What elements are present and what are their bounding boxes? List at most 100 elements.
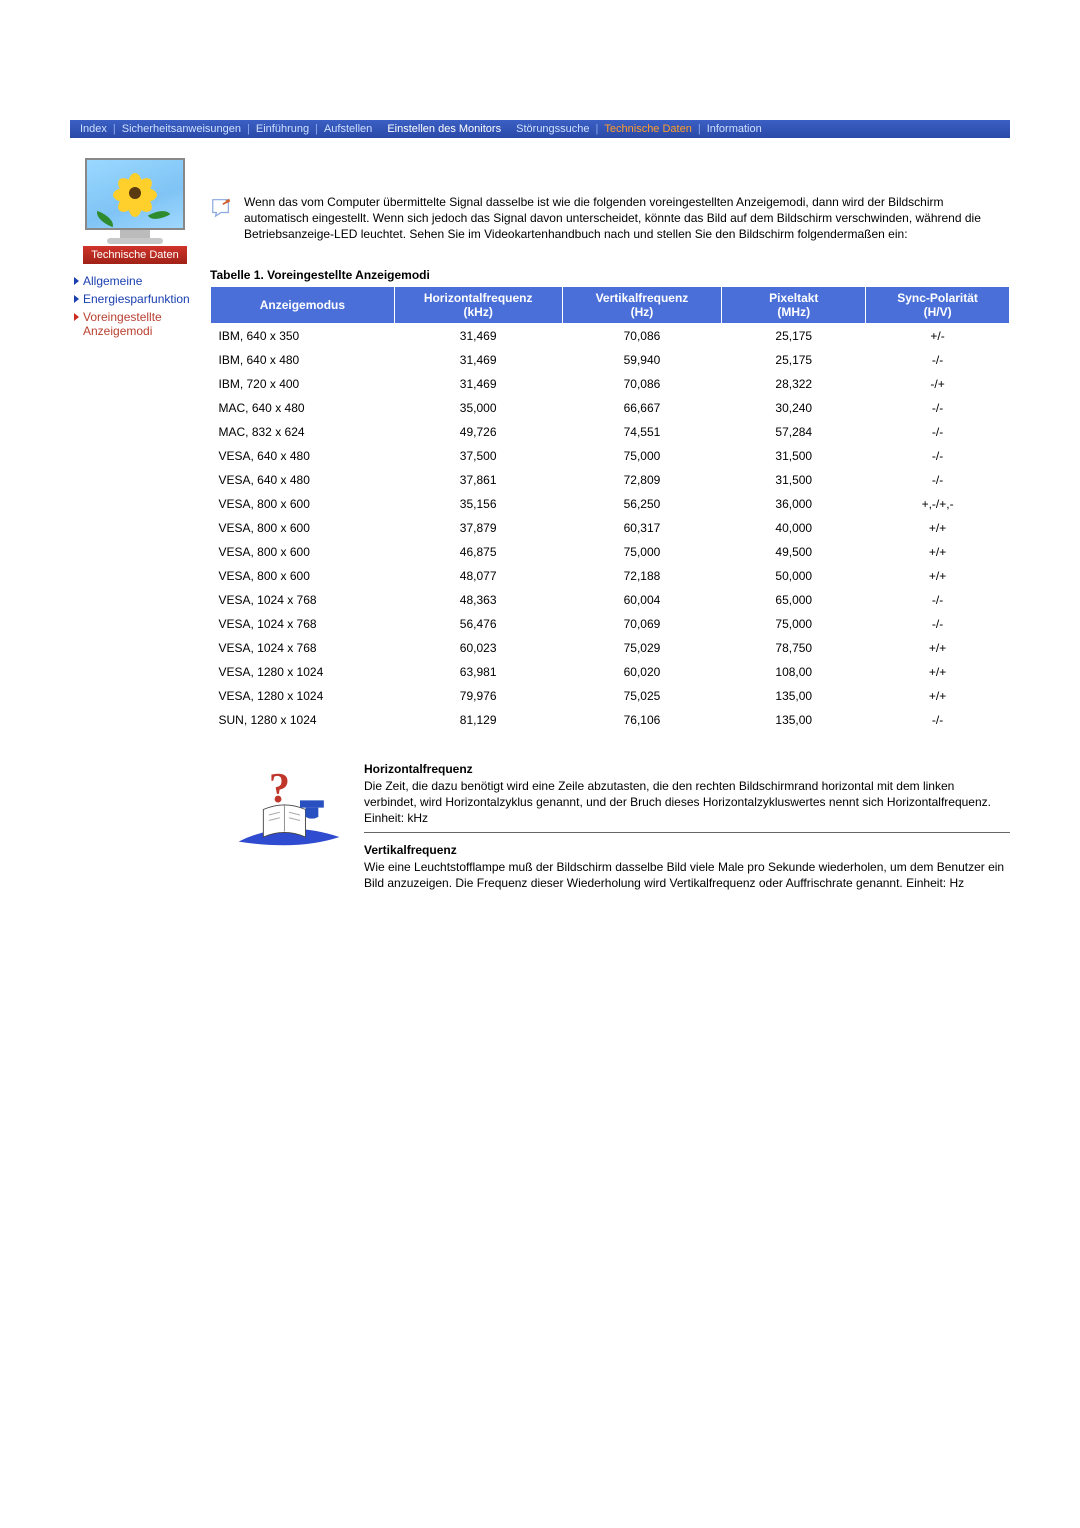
nav-intro[interactable]: Einführung bbox=[256, 123, 309, 135]
nav-trouble[interactable]: Störungssuche bbox=[516, 123, 589, 135]
note-icon bbox=[210, 196, 232, 218]
main-column: Wenn das vom Computer übermittelte Signa… bbox=[200, 138, 1010, 951]
sidebar: Technische Daten Allgemeine Energiesparf… bbox=[70, 138, 200, 951]
nav-setup[interactable]: Aufstellen bbox=[324, 123, 372, 135]
monitor-screen bbox=[85, 158, 185, 230]
nav-sep: | bbox=[247, 123, 250, 135]
table-row: VESA, 640 x 48037,86172,80931,500-/- bbox=[211, 468, 1010, 492]
footnote-v-title: Vertikalfrequenz bbox=[364, 843, 1010, 857]
table-cell: 48,363 bbox=[394, 588, 562, 612]
nav-sep: | bbox=[698, 123, 701, 135]
table-cell: +/+ bbox=[866, 564, 1010, 588]
table-cell: -/- bbox=[866, 420, 1010, 444]
table-cell: VESA, 1024 x 768 bbox=[211, 612, 395, 636]
footnote-h-body: Die Zeit, die dazu benötigt wird eine Ze… bbox=[364, 778, 1010, 826]
table-row: VESA, 800 x 60035,15656,25036,000+,-/+,- bbox=[211, 492, 1010, 516]
table-row: IBM, 640 x 48031,46959,94025,175-/- bbox=[211, 348, 1010, 372]
table-cell: 25,175 bbox=[722, 324, 866, 349]
table-row: IBM, 640 x 35031,46970,08625,175+/- bbox=[211, 324, 1010, 349]
table-row: VESA, 800 x 60046,87575,00049,500+/+ bbox=[211, 540, 1010, 564]
help-book-icon: ? bbox=[234, 762, 344, 857]
table-cell: 31,500 bbox=[722, 444, 866, 468]
table-cell: IBM, 640 x 350 bbox=[211, 324, 395, 349]
sidebar-links: Allgemeine Energiesparfunktion Voreinges… bbox=[70, 274, 200, 338]
table-cell: -/+ bbox=[866, 372, 1010, 396]
table-cell: 25,175 bbox=[722, 348, 866, 372]
sidebar-link-label: Energiesparfunktion bbox=[83, 292, 190, 306]
table-cell: 49,726 bbox=[394, 420, 562, 444]
table-cell: 79,976 bbox=[394, 684, 562, 708]
th-vfreq: Vertikalfrequenz(Hz) bbox=[562, 287, 722, 324]
sidebar-link-general[interactable]: Allgemeine bbox=[74, 274, 200, 288]
table-cell: VESA, 800 x 600 bbox=[211, 516, 395, 540]
monitor-illustration bbox=[85, 158, 185, 244]
table-cell: IBM, 640 x 480 bbox=[211, 348, 395, 372]
table-cell: VESA, 1024 x 768 bbox=[211, 636, 395, 660]
table-cell: 46,875 bbox=[394, 540, 562, 564]
table-cell: VESA, 800 x 600 bbox=[211, 564, 395, 588]
table-cell: -/- bbox=[866, 348, 1010, 372]
table-cell: +/- bbox=[866, 324, 1010, 349]
table-cell: IBM, 720 x 400 bbox=[211, 372, 395, 396]
table-cell: VESA, 800 x 600 bbox=[211, 540, 395, 564]
footnote-body: Horizontalfrequenz Die Zeit, die dazu be… bbox=[364, 762, 1010, 891]
footnotes: ? Horizontalfrequenz Die Zeit, die dazu … bbox=[234, 762, 1010, 891]
table-cell: 31,469 bbox=[394, 324, 562, 349]
table-cell: -/- bbox=[866, 612, 1010, 636]
table-cell: 70,086 bbox=[562, 324, 722, 349]
table-row: VESA, 1280 x 102479,97675,025135,00+/+ bbox=[211, 684, 1010, 708]
table-cell: 56,250 bbox=[562, 492, 722, 516]
sidebar-link-preset-modes[interactable]: Voreingestellte Anzeigemodi bbox=[74, 310, 200, 338]
table-cell: 72,809 bbox=[562, 468, 722, 492]
page-root: Index | Sicherheitsanweisungen | Einführ… bbox=[0, 0, 1080, 951]
nav-safety[interactable]: Sicherheitsanweisungen bbox=[122, 123, 241, 135]
table-cell: 75,029 bbox=[562, 636, 722, 660]
content-row: Technische Daten Allgemeine Energiesparf… bbox=[70, 138, 1010, 951]
table-cell: 49,500 bbox=[722, 540, 866, 564]
nav-specs[interactable]: Technische Daten bbox=[604, 123, 691, 135]
table-cell: 76,106 bbox=[562, 708, 722, 732]
table-cell: SUN, 1280 x 1024 bbox=[211, 708, 395, 732]
table-cell: 35,000 bbox=[394, 396, 562, 420]
table-cell: 30,240 bbox=[722, 396, 866, 420]
table-cell: VESA, 640 x 480 bbox=[211, 444, 395, 468]
footnote-h-title: Horizontalfrequenz bbox=[364, 762, 1010, 776]
table-cell: 78,750 bbox=[722, 636, 866, 660]
nav-sep bbox=[378, 123, 381, 135]
table-cell: 36,000 bbox=[722, 492, 866, 516]
nav-info[interactable]: Information bbox=[707, 123, 762, 135]
nav-sep bbox=[507, 123, 510, 135]
svg-text:?: ? bbox=[269, 765, 290, 812]
table-cell: 28,322 bbox=[722, 372, 866, 396]
th-polarity: Sync-Polarität(H/V) bbox=[866, 287, 1010, 324]
table-cell: 56,476 bbox=[394, 612, 562, 636]
table-cell: 75,000 bbox=[562, 540, 722, 564]
table-cell: 31,500 bbox=[722, 468, 866, 492]
sidebar-link-label: Allgemeine bbox=[83, 274, 142, 288]
nav-index[interactable]: Index bbox=[80, 123, 107, 135]
table-cell: +/+ bbox=[866, 684, 1010, 708]
table-row: VESA, 1024 x 76860,02375,02978,750+/+ bbox=[211, 636, 1010, 660]
flower-icon bbox=[113, 171, 157, 215]
table-row: MAC, 832 x 62449,72674,55157,284-/- bbox=[211, 420, 1010, 444]
table-cell: 31,469 bbox=[394, 348, 562, 372]
table-cell: 65,000 bbox=[722, 588, 866, 612]
table-cell: -/- bbox=[866, 444, 1010, 468]
intro-text: Wenn das vom Computer übermittelte Signa… bbox=[244, 194, 1010, 242]
table-row: VESA, 1280 x 102463,98160,020108,00+/+ bbox=[211, 660, 1010, 684]
table-cell: 72,188 bbox=[562, 564, 722, 588]
triangle-icon bbox=[74, 277, 79, 285]
nav-sep: | bbox=[315, 123, 318, 135]
table-cell: 40,000 bbox=[722, 516, 866, 540]
table-cell: 66,667 bbox=[562, 396, 722, 420]
triangle-icon bbox=[74, 295, 79, 303]
sidebar-link-power[interactable]: Energiesparfunktion bbox=[74, 292, 200, 306]
table-cell: MAC, 640 x 480 bbox=[211, 396, 395, 420]
table-cell: 37,500 bbox=[394, 444, 562, 468]
modes-table: Anzeigemodus Horizontalfrequenz(kHz) Ver… bbox=[210, 286, 1010, 732]
table-cell: 57,284 bbox=[722, 420, 866, 444]
nav-adjust[interactable]: Einstellen des Monitors bbox=[387, 123, 501, 135]
table-cell: -/- bbox=[866, 708, 1010, 732]
table-cell: 70,086 bbox=[562, 372, 722, 396]
table-cell: 31,469 bbox=[394, 372, 562, 396]
